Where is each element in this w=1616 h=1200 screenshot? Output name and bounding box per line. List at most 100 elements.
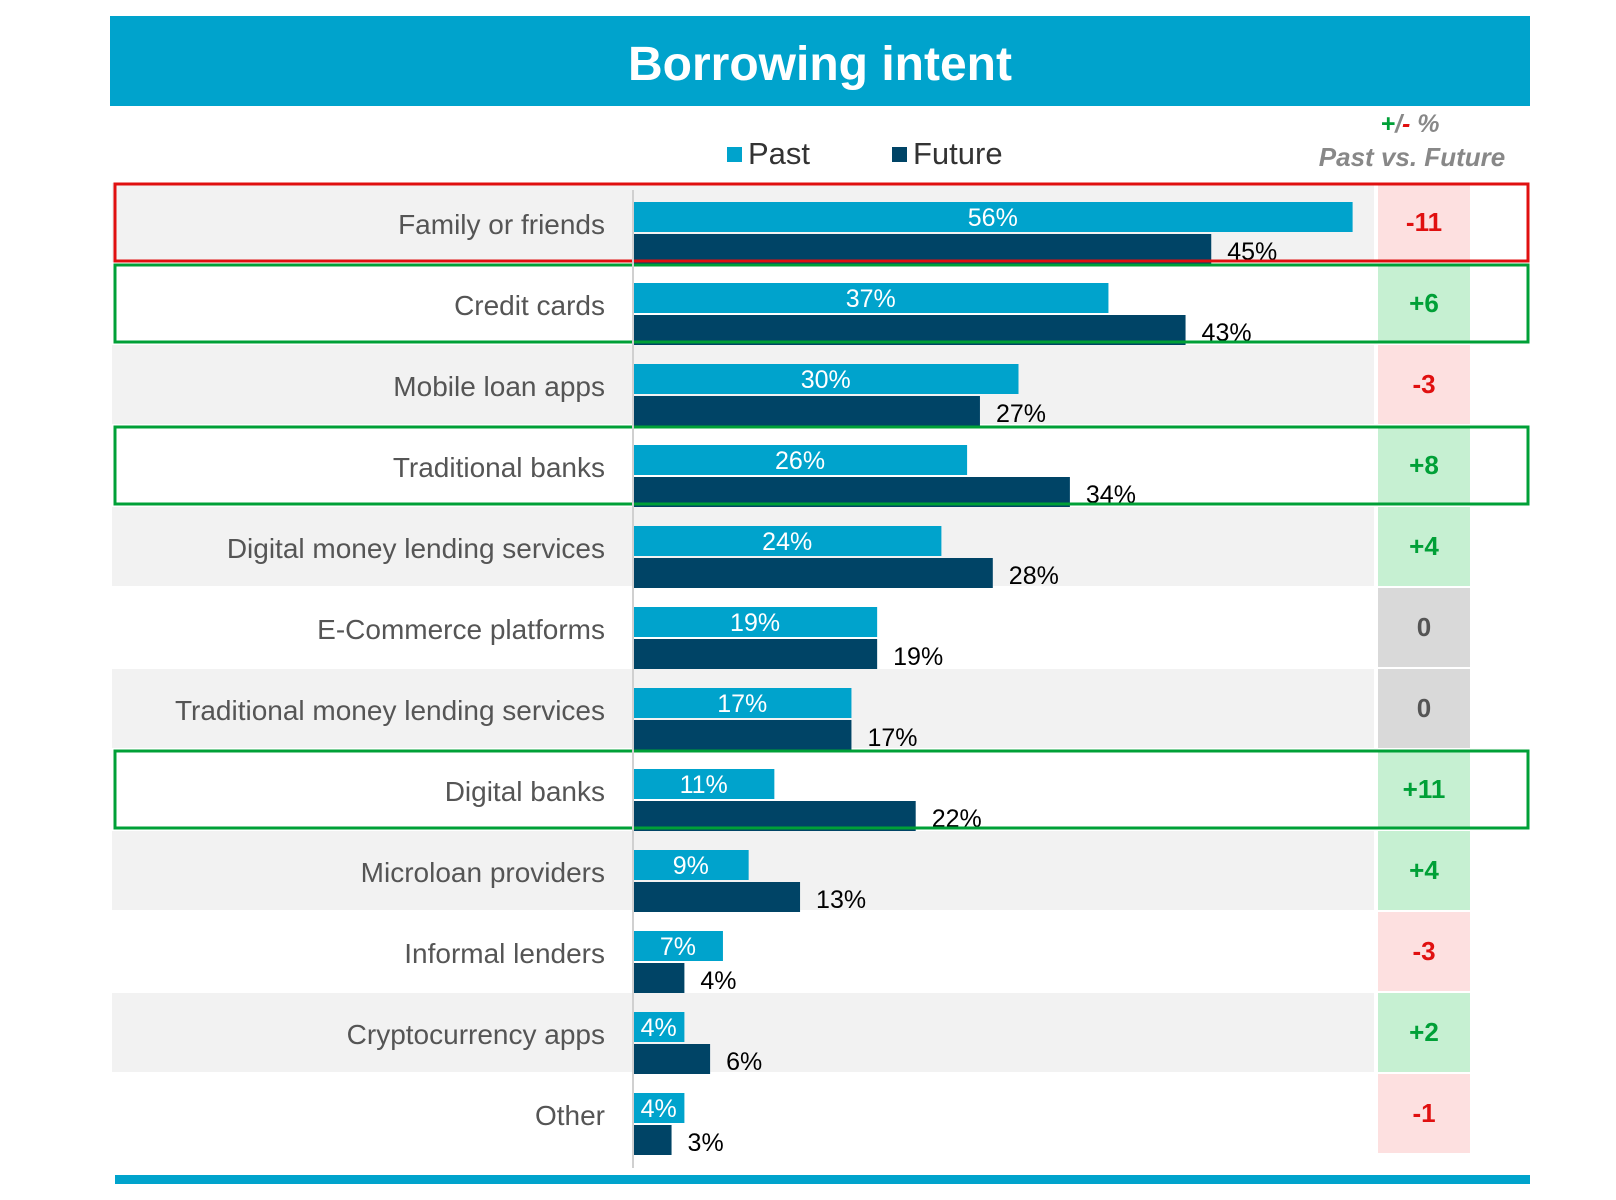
data-label-future: 28% bbox=[1009, 562, 1059, 590]
bar-past bbox=[633, 769, 775, 799]
data-label-future: 19% bbox=[893, 643, 943, 671]
difference-value: -1 bbox=[1412, 1098, 1435, 1128]
category-label: Family or friends bbox=[398, 209, 605, 240]
difference-value: -11 bbox=[1406, 207, 1442, 237]
category-label: Microloan providers bbox=[361, 857, 605, 888]
data-label-future: 6% bbox=[726, 1048, 762, 1076]
category-label: Mobile loan apps bbox=[393, 371, 605, 402]
data-label-past: 7% bbox=[660, 933, 696, 961]
data-label-past: 26% bbox=[775, 447, 825, 475]
category-label: Other bbox=[535, 1100, 605, 1131]
category-label: Credit cards bbox=[454, 290, 605, 321]
highlight-box bbox=[113, 182, 1530, 263]
difference-subheader: Past vs. Future bbox=[1319, 142, 1505, 172]
difference-header-minus: - bbox=[1402, 110, 1410, 138]
difference-value: +4 bbox=[1409, 855, 1439, 885]
difference-cell bbox=[1378, 669, 1470, 748]
bar-past bbox=[633, 445, 968, 475]
difference-value: +2 bbox=[1409, 1017, 1439, 1047]
difference-cell bbox=[1378, 750, 1470, 829]
bar-past bbox=[633, 850, 749, 880]
difference-cell bbox=[1378, 912, 1470, 991]
bar-past bbox=[633, 526, 942, 556]
category-label: Traditional banks bbox=[393, 452, 605, 483]
bar-future bbox=[633, 396, 980, 426]
difference-value: +11 bbox=[1403, 774, 1446, 804]
bar-past bbox=[633, 1093, 685, 1123]
data-label-future: 13% bbox=[816, 886, 866, 914]
category-label: E-Commerce platforms bbox=[317, 614, 605, 645]
difference-header-plus: + bbox=[1380, 110, 1395, 138]
difference-value: 0 bbox=[1417, 693, 1431, 723]
bar-past bbox=[633, 1012, 685, 1042]
bar-future bbox=[633, 477, 1070, 507]
legend-future-swatch bbox=[892, 147, 907, 162]
difference-header-percent: % bbox=[1410, 110, 1439, 138]
category-label: Informal lenders bbox=[404, 938, 605, 969]
difference-value: +6 bbox=[1409, 288, 1439, 318]
difference-cell bbox=[1378, 1074, 1470, 1153]
difference-cell bbox=[1378, 183, 1470, 262]
chart-title: Borrowing intent bbox=[628, 38, 1012, 91]
title-band bbox=[110, 16, 1530, 106]
bar-future bbox=[633, 720, 852, 750]
data-label-future: 17% bbox=[867, 724, 917, 752]
difference-cell bbox=[1378, 426, 1470, 505]
data-label-past: 11% bbox=[680, 771, 728, 799]
difference-cell bbox=[1378, 588, 1470, 667]
difference-cell bbox=[1378, 831, 1470, 910]
data-label-past: 30% bbox=[801, 366, 851, 394]
data-label-past: 17% bbox=[717, 690, 767, 718]
bar-past bbox=[633, 364, 1019, 394]
data-label-past: 56% bbox=[968, 204, 1018, 232]
data-label-past: 4% bbox=[641, 1095, 677, 1123]
legend-past-swatch bbox=[727, 147, 742, 162]
bar-future bbox=[633, 963, 685, 993]
difference-header-slash: / bbox=[1394, 110, 1405, 138]
legend-past-label: Past bbox=[748, 136, 810, 171]
data-label-future: 4% bbox=[700, 967, 736, 995]
difference-cell bbox=[1378, 993, 1470, 1072]
bar-future bbox=[633, 558, 993, 588]
bar-past bbox=[633, 931, 723, 961]
bar-past bbox=[633, 202, 1353, 232]
category-label: Traditional money lending services bbox=[175, 695, 605, 726]
data-label-past: 24% bbox=[762, 528, 812, 556]
bar-past bbox=[633, 607, 878, 637]
difference-value: -3 bbox=[1412, 936, 1435, 966]
bar-future bbox=[633, 1044, 711, 1074]
category-label: Digital banks bbox=[445, 776, 605, 807]
data-label-future: 27% bbox=[996, 400, 1046, 428]
difference-value: +8 bbox=[1409, 450, 1439, 480]
highlight-box bbox=[113, 263, 1530, 344]
bar-past bbox=[633, 283, 1109, 313]
bar-future bbox=[633, 1125, 672, 1155]
difference-cell bbox=[1378, 345, 1470, 424]
category-label: Digital money lending services bbox=[227, 533, 605, 564]
bar-future bbox=[633, 801, 916, 831]
data-label-past: 19% bbox=[730, 609, 780, 637]
data-label-future: 3% bbox=[688, 1129, 724, 1157]
category-label: Cryptocurrency apps bbox=[347, 1019, 605, 1050]
data-label-past: 37% bbox=[846, 285, 896, 313]
highlight-box bbox=[113, 425, 1530, 506]
difference-value: -3 bbox=[1412, 369, 1435, 399]
bar-past bbox=[633, 688, 852, 718]
bar-future bbox=[633, 882, 801, 912]
row-shade bbox=[112, 993, 1374, 1072]
data-label-past: 9% bbox=[673, 852, 709, 880]
legend-future-label: Future bbox=[913, 136, 1003, 171]
bar-future bbox=[633, 639, 878, 669]
difference-value: 0 bbox=[1417, 612, 1431, 642]
bar-future bbox=[633, 315, 1186, 345]
bar-future bbox=[633, 234, 1212, 264]
difference-cell bbox=[1378, 264, 1470, 343]
difference-value: +4 bbox=[1409, 531, 1439, 561]
bottom-rule bbox=[115, 1175, 1530, 1184]
difference-cell bbox=[1378, 507, 1470, 586]
difference-header: +/- % bbox=[1380, 110, 1439, 138]
highlight-box bbox=[113, 749, 1530, 830]
data-label-past: 4% bbox=[641, 1014, 677, 1042]
